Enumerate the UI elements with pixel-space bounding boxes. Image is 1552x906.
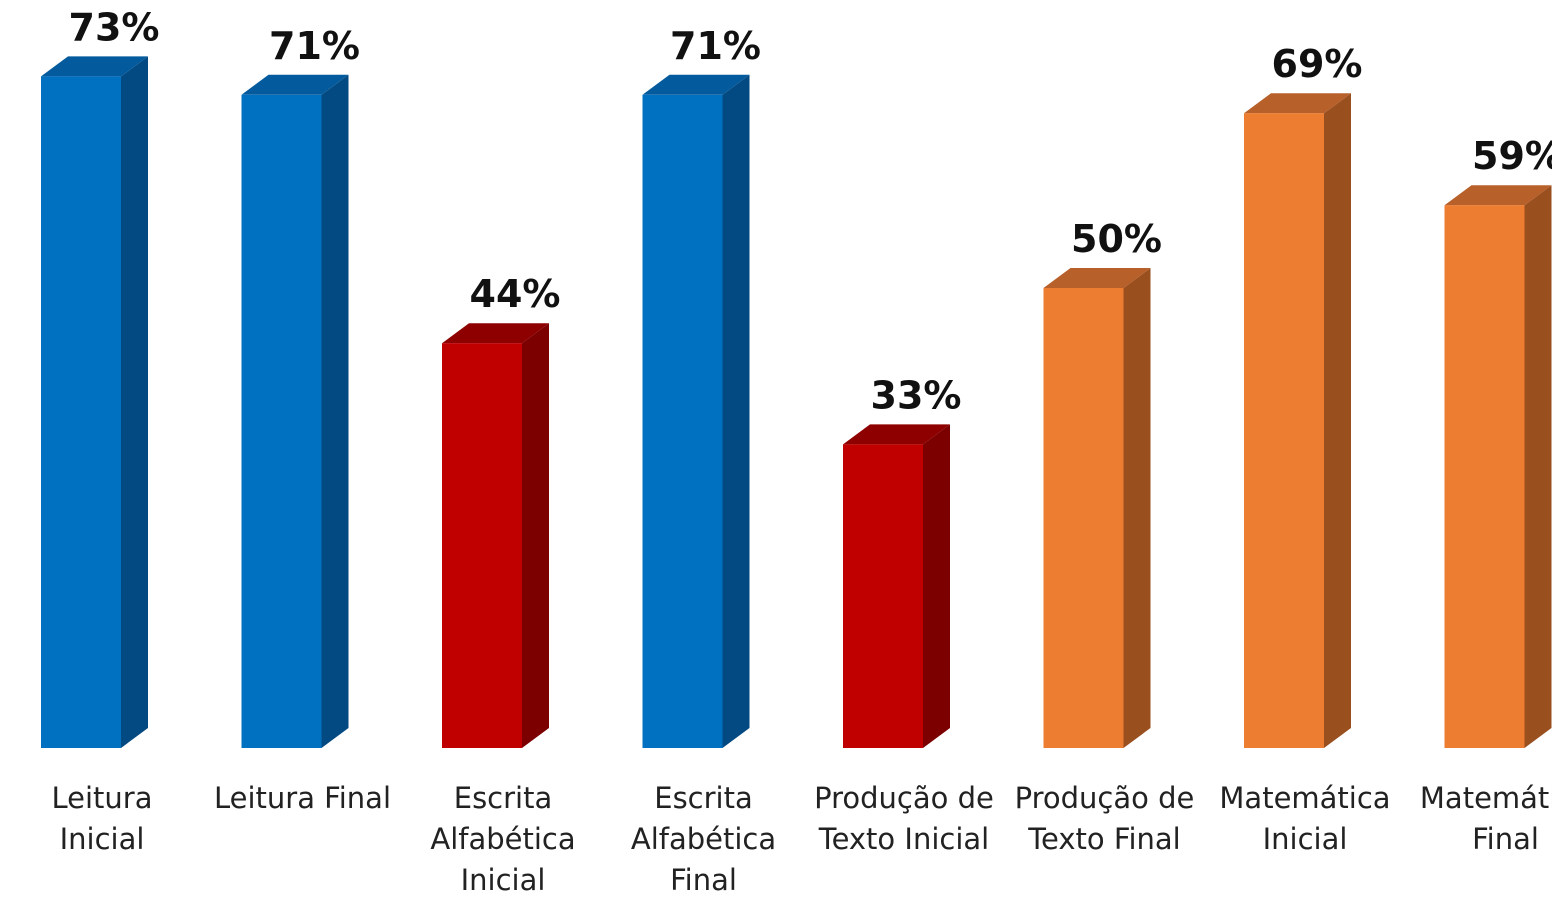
bar-front: [1444, 205, 1525, 748]
bar-front: [1043, 288, 1124, 748]
bar-top: [1244, 93, 1351, 114]
category-label: MatemáticaFinal: [1420, 781, 1552, 856]
category-label: Escrita Alfabética Inicial: [430, 781, 575, 897]
bar-side: [1324, 93, 1351, 748]
bar-top: [1444, 185, 1552, 206]
bar-front: [642, 94, 723, 749]
bar: [1244, 93, 1351, 748]
bar-front: [843, 444, 923, 748]
category-label: Leitura Final: [214, 781, 391, 815]
category-labels-group: Leitura Inicial Leitura Final Escrita Alfabé…: [52, 781, 1552, 897]
bar: [843, 424, 950, 748]
category-label: Produção de Texto Final: [1015, 781, 1195, 856]
value-label: 59%: [1472, 134, 1552, 178]
bar-top: [1043, 268, 1151, 288]
value-label: 71%: [269, 24, 360, 68]
bar: [241, 74, 349, 749]
bar-front: [41, 76, 121, 748]
bar-top: [843, 424, 950, 445]
bar-side: [121, 56, 148, 748]
value-label: 44%: [470, 272, 561, 316]
bar-front: [1244, 113, 1324, 748]
value-label: 50%: [1071, 217, 1162, 261]
bar: [41, 56, 148, 748]
bar-top: [41, 56, 148, 77]
category-label: Escrita Alfabética Final: [631, 781, 776, 897]
bar-side: [923, 424, 950, 748]
value-label: 33%: [871, 373, 962, 417]
value-label: 69%: [1272, 42, 1363, 86]
value-label: 73%: [69, 5, 160, 49]
bar: [1043, 268, 1151, 748]
value-label: 71%: [670, 24, 761, 68]
value-labels-group: 73% 71% 44% 71% 33% 50% 69% 59%: [69, 5, 1552, 417]
category-label: Produção de Texto Inicial: [814, 781, 994, 856]
bar-side: [522, 323, 549, 748]
bar-top: [442, 323, 549, 344]
bar-front: [442, 343, 522, 748]
bar-top: [241, 74, 349, 95]
bars-group: [41, 56, 1552, 749]
bar-side: [1123, 268, 1151, 748]
bar: [442, 323, 549, 748]
bar-side: [321, 74, 349, 749]
bar-front: [241, 94, 322, 749]
category-label: Matemática Inicial: [1219, 781, 1390, 856]
bar-top: [642, 74, 750, 95]
bar-side: [1524, 185, 1552, 748]
bar-side: [722, 74, 750, 749]
bar: [1444, 185, 1552, 748]
bar: [642, 74, 750, 749]
category-label: Leitura Inicial: [52, 781, 153, 856]
